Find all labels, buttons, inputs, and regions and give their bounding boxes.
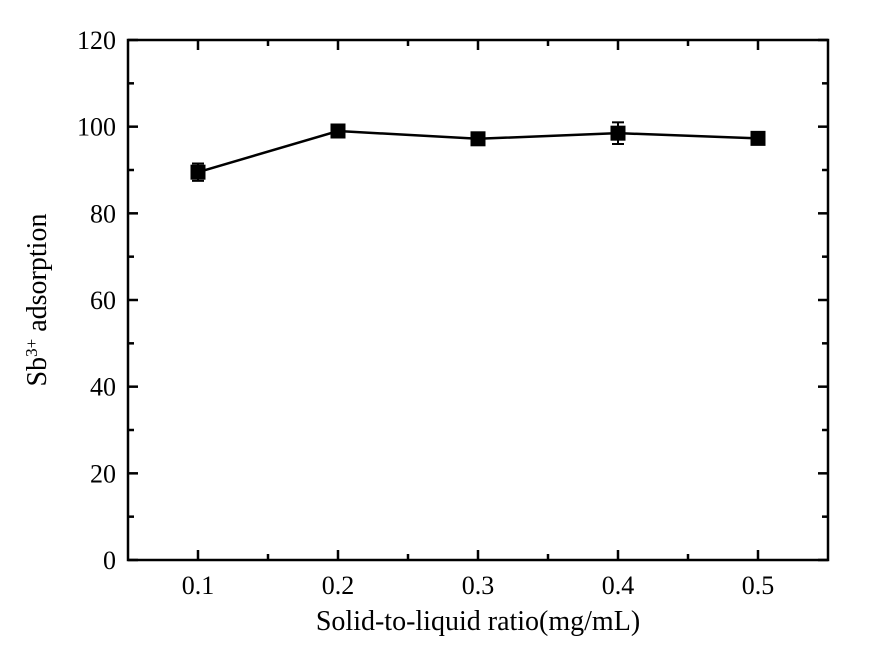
y-tick-label: 0 — [103, 546, 116, 575]
chart-container: 0.1 0.2 0.3 0.4 0.5 0 20 40 60 80 100 120 Solid-to-l… — [0, 0, 883, 668]
y-tick-label: 40 — [90, 373, 116, 402]
data-marker — [611, 126, 625, 140]
y-tick-label: 20 — [90, 459, 116, 488]
y-tick-label: 100 — [77, 113, 116, 142]
x-tick-label: 0.4 — [602, 571, 635, 600]
svg-text:Sb3+ adsorption: Sb3+ adsorption — [22, 214, 54, 387]
y-tick-label: 60 — [90, 286, 116, 315]
data-marker — [751, 131, 765, 145]
x-tick-label: 0.5 — [742, 571, 775, 600]
x-tick-label: 0.3 — [462, 571, 495, 600]
x-tick-label: 0.1 — [182, 571, 215, 600]
x-tick-label: 0.2 — [322, 571, 355, 600]
data-marker — [191, 165, 205, 179]
y-axis-label: Sb3+ adsorption — [22, 214, 54, 387]
x-axis-label: Solid-to-liquid ratio(mg/mL) — [316, 606, 640, 637]
data-marker — [331, 124, 345, 138]
y-tick-label: 80 — [90, 199, 116, 228]
adsorption-chart: 0.1 0.2 0.3 0.4 0.5 0 20 40 60 80 100 120 Solid-to-l… — [0, 0, 883, 668]
data-marker — [471, 132, 485, 146]
y-tick-label: 120 — [77, 26, 116, 55]
